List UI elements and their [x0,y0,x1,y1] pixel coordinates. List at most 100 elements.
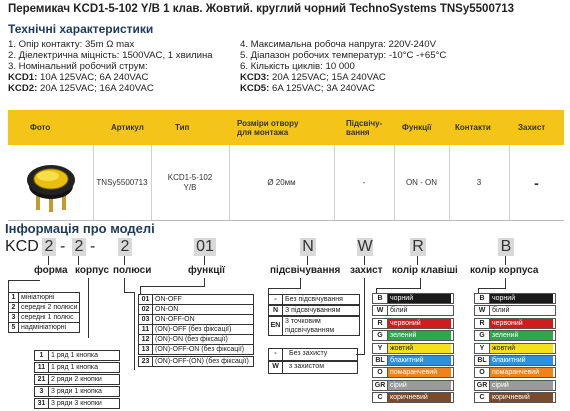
body-color-code: G [475,331,490,341]
key-color-name: сірий [388,380,451,390]
cell-article: TNSy5500713 [96,177,148,187]
key-color-name: зелений [388,331,451,341]
page-title: Перемикач KCD1-5-102 Y/B 1 клав. Жовтий.… [8,3,515,15]
body-color-option: BL блакитний [474,355,556,366]
label-body-color: колір корпуса [470,265,539,276]
rows-option: 11 1 ряд 1 кнопка [34,362,120,373]
spec-line: 2. Діелектрична міцність: 1500VAC, 1 хви… [8,50,213,61]
key-color-name: чорний [388,294,451,303]
code-poles: 2 [118,238,132,256]
key-color-name: червоний [388,318,451,328]
cell-functions: ON - ON [405,177,438,187]
key-color-code: BL [373,356,388,365]
cell-type: KCD1-5-102 Y/B [167,172,213,192]
code-body-color: B [498,238,514,256]
code-backlight: N [300,238,316,256]
body-color-name: зелений [490,331,553,341]
code-dash: - [60,238,66,255]
body-color-code: W [475,306,490,316]
key-color-code: GR [373,380,388,390]
th-type: Тип [175,123,190,132]
body-color-name: помаранчевий [490,368,553,378]
th-photo: Фото [30,123,51,132]
code-key-color: R [410,238,426,256]
specs-heading: Технічні характеристики [8,22,154,36]
body-color-name: чорний [490,294,553,303]
key-color-code: C [373,393,388,403]
spec-line-kcd3: KCD3: 20A 125VAC; 15A 240VAC [240,72,386,83]
label-functions: функції [188,265,225,276]
body-color-code: GR [475,380,490,390]
th-contacts: Контакти [455,123,491,132]
th-backlight: Підсвічу-вання [346,118,383,137]
rocker-switch-image [26,164,75,212]
specs-left: 1. Опір контакту: 35m Ω max 2. Діелектри… [8,39,213,94]
key-color-code: W [373,306,388,316]
code-form: 2 [42,238,56,256]
key-color-name: білий [388,306,451,316]
cell-contacts: 3 [476,177,482,187]
key-color-name: помаранчевий [388,368,451,378]
spec-line-kcd2: KCD2: 20A 125VAC; 16A 240VAC [8,83,154,94]
spec-line: 3. Номінальний робочий струм: [8,61,148,72]
body-color-code: R [475,318,490,328]
form-option: 5 надмініатюрні [8,322,80,333]
function-option: 23 (ON)-OFF-(ON) (без фіксації) [138,356,254,367]
code-functions: 01 [194,238,216,256]
th-hole-size: Розміри отвору для монтажа [237,118,299,137]
label-key-color: колір клавіші [392,265,458,276]
backlight-option: EN 3 точковим підсвічуванням [268,316,360,336]
cell-backlight: - [362,177,366,187]
body-color-option: GR сірий [474,379,556,391]
spec-line: 5. Діапазон робочих температур: -10°C -+… [240,50,447,61]
body-color-name: жовтий [490,343,553,353]
body-color-name: блакитний [490,356,553,365]
body-color-name: коричневий [490,393,553,403]
body-color-code: Y [475,343,490,353]
key-color-name: коричневий [388,393,451,403]
cell-hole-size: Ø 20мм [267,177,296,187]
th-protection: Захист [518,123,546,132]
specs-right: 4. Максимальна робоча напруга: 220V-240V… [240,39,446,94]
th-functions: Функції [402,123,432,132]
code-body: 2 [72,238,86,256]
key-color-code: O [373,368,388,378]
cell-protection: - [534,174,539,191]
function-option: 13 (ON)-OFF-ON (без фіксації) [138,344,254,355]
spec-table-row: TNSy5500713 KCD1-5-102 Y/B Ø 20мм - ON - … [8,145,564,221]
key-color-code: G [373,331,388,341]
key-color-option: BL блакитний [372,355,454,366]
code-protection: W [357,238,373,256]
body-color-code: BL [475,356,490,365]
model-info-heading: Інформація про моделі [5,221,155,236]
spec-line-kcd1: KCD1: 10A 125VAC; 6A 240VAC [8,72,149,83]
label-poles: полюси [113,265,152,276]
protection-option: - Без захисту [268,348,358,361]
body-color-code: B [475,294,490,303]
rows-option: 21 2 ряди 2 кнопки [34,374,120,385]
spec-line: 6. Кількість циклів: 10 000 [240,61,355,72]
key-color-option: GR сірий [372,379,454,391]
body-color-name: білий [490,306,553,316]
product-photo [8,145,93,220]
spec-line-kcd5: KCD5: 6A 125VAC; 3A 240VAC [240,83,376,94]
body-color-name: червоний [490,318,553,328]
label-protection: захист [350,265,383,276]
key-color-name: жовтий [388,343,451,353]
rows-option: 31 3 ряди 3 кнопки [34,398,120,409]
body-color-code: C [475,393,490,403]
